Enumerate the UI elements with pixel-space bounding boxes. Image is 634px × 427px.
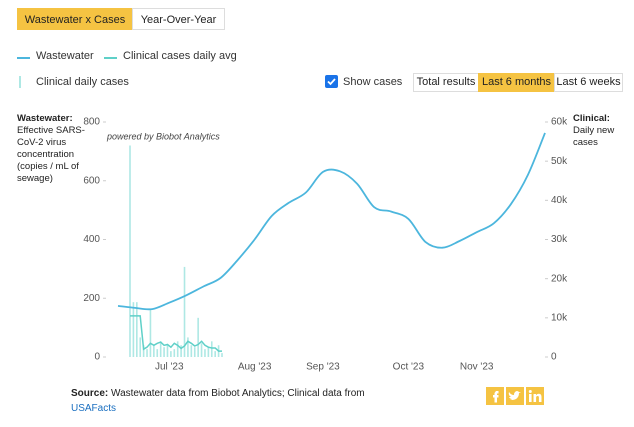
source: Source: Wastewater data from Biobot Anal… bbox=[71, 386, 371, 416]
bar bbox=[129, 145, 131, 357]
tab[interactable]: Wastewater x Cases bbox=[17, 8, 133, 30]
bar bbox=[146, 349, 148, 357]
y-axis-title: Wastewater: Effective SARS-CoV-2 virus c… bbox=[17, 113, 85, 185]
check-icon bbox=[327, 78, 336, 86]
y-tick-label: 800 bbox=[83, 117, 100, 128]
bar bbox=[193, 347, 196, 357]
checkbox[interactable] bbox=[325, 75, 338, 88]
y2-tick-label: 30k bbox=[551, 234, 568, 245]
bar bbox=[136, 302, 138, 357]
bar bbox=[214, 351, 216, 357]
bar bbox=[180, 345, 182, 357]
bar bbox=[210, 341, 213, 357]
annotation: powered by Biobot Analytics bbox=[106, 131, 220, 141]
bar bbox=[197, 317, 199, 357]
x-tick-label: Jul '23 bbox=[155, 362, 184, 373]
bar bbox=[163, 347, 165, 357]
bar bbox=[204, 349, 206, 357]
bar bbox=[149, 310, 152, 357]
linkedin-glyph bbox=[528, 390, 532, 393]
legend-swatch bbox=[17, 57, 30, 59]
y-tick-label: 0 bbox=[94, 352, 100, 363]
bar bbox=[132, 302, 135, 357]
legend-label[interactable]: Clinical daily cases bbox=[36, 76, 129, 88]
x-tick-label: Nov '23 bbox=[460, 362, 494, 373]
line bbox=[130, 315, 222, 352]
x-tick-label: Oct '23 bbox=[393, 362, 425, 373]
bar bbox=[207, 347, 210, 357]
share-icons bbox=[486, 387, 544, 405]
legend-label[interactable]: Wastewater bbox=[36, 50, 94, 62]
range-button[interactable]: Last 6 months bbox=[478, 73, 555, 92]
y2-tick-label: 10k bbox=[551, 312, 568, 323]
bar bbox=[156, 349, 159, 357]
bar bbox=[153, 345, 155, 357]
bar bbox=[183, 266, 186, 357]
legend-swatch bbox=[104, 57, 117, 59]
legend-label[interactable]: Clinical cases daily avg bbox=[123, 50, 237, 62]
twitter-glyph bbox=[508, 391, 521, 400]
bar bbox=[166, 345, 169, 357]
linkedin-glyph bbox=[529, 394, 532, 402]
linkedin-glyph bbox=[533, 393, 542, 402]
y-tick-label: 400 bbox=[83, 234, 100, 245]
range-button[interactable]: Last 6 weeks bbox=[554, 73, 623, 92]
y2-tick-label: 50k bbox=[551, 156, 568, 167]
y2-axis-title: Clinical: Daily new cases bbox=[573, 113, 623, 149]
source-text: Wastewater data from Biobot Analytics; C… bbox=[111, 388, 365, 399]
legend-swatch bbox=[19, 76, 21, 88]
tab[interactable]: Year-Over-Year bbox=[132, 8, 225, 30]
bar bbox=[221, 353, 223, 357]
y-axis-title-head: Wastewater: bbox=[17, 113, 73, 124]
y2-tick-label: 20k bbox=[551, 273, 568, 284]
x-tick-label: Sep '23 bbox=[306, 362, 340, 373]
y2-axis-title-head: Clinical: bbox=[573, 113, 610, 124]
y2-axis-title-text: Daily new cases bbox=[573, 125, 615, 148]
x-tick-label: Aug '23 bbox=[238, 362, 272, 373]
bar bbox=[142, 345, 145, 357]
bar bbox=[190, 345, 193, 357]
y-tick-label: 600 bbox=[83, 175, 100, 186]
bar bbox=[200, 343, 203, 357]
bar bbox=[139, 337, 142, 357]
source-label: Source: bbox=[71, 388, 109, 399]
y2-tick-label: 0 bbox=[551, 352, 557, 363]
y-axis-title-text: Effective SARS-CoV-2 virus concentration… bbox=[17, 125, 85, 184]
checkbox-label[interactable]: Show cases bbox=[343, 76, 403, 88]
y2-tick-label: 40k bbox=[551, 195, 568, 206]
bar bbox=[159, 341, 162, 357]
y-tick-label: 200 bbox=[83, 293, 100, 304]
bar bbox=[170, 351, 172, 357]
y2-tick-label: 60k bbox=[551, 117, 568, 128]
facebook-glyph bbox=[493, 391, 499, 403]
bar bbox=[173, 349, 176, 357]
bar bbox=[176, 341, 179, 357]
bar bbox=[187, 337, 189, 357]
line bbox=[117, 132, 546, 311]
source-link[interactable]: USAFacts bbox=[71, 403, 117, 414]
